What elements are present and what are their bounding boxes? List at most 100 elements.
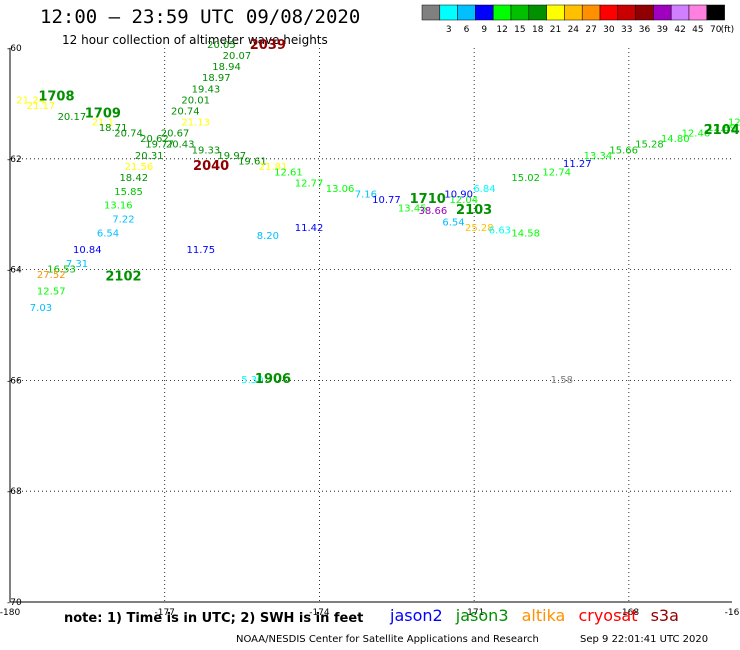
- x-tick-label: -174: [309, 608, 330, 618]
- data-point-label: 25.28: [465, 223, 494, 234]
- data-points: 21.2421.1720.1721.118.7120.7420.6220.431…: [16, 40, 740, 386]
- data-point-label: 13.45: [398, 203, 427, 214]
- legend-bin-label: 39: [657, 25, 669, 35]
- legend-swatch: [475, 4, 494, 21]
- data-point-label: 18.94: [212, 62, 241, 73]
- data-point-label: 10.90: [444, 190, 473, 201]
- legend-bin-label: 12: [496, 25, 507, 35]
- track-time-label: 1709: [85, 106, 121, 121]
- legend-bin-label: 21: [550, 25, 561, 35]
- data-point-label: 20.74: [114, 129, 143, 140]
- data-point-label: 38.66: [419, 206, 448, 217]
- data-point-label: 21.1: [92, 118, 114, 129]
- timestamp: Sep 9 22:01:41 UTC 2020: [580, 634, 709, 645]
- x-tick-label: -180: [0, 608, 20, 618]
- legend-swatch: [457, 4, 476, 21]
- data-point-label: 12.61: [274, 167, 303, 178]
- data-point-label: 27.52: [37, 270, 66, 281]
- legend-swatch: [546, 4, 565, 21]
- data-point-label: 19.61: [238, 156, 267, 167]
- data-point-label: 11.42: [295, 223, 324, 234]
- data-point-label: 21.17: [27, 101, 56, 112]
- legend-swatch: [653, 4, 672, 21]
- legend-swatch: [564, 4, 583, 21]
- track-time-label: 2039: [250, 38, 286, 53]
- data-point-label: 12.89: [707, 123, 736, 134]
- sat-cryosat: cryosat: [578, 606, 638, 625]
- data-point-label: 20.05: [207, 40, 236, 51]
- legend-swatch: [617, 4, 636, 21]
- legend-unit-label: (ft): [721, 25, 735, 35]
- x-tick-label: -16: [725, 608, 740, 618]
- data-point-label: 11.27: [563, 159, 592, 170]
- data-point-label: 18.71: [99, 123, 128, 134]
- data-point-label: 15.02: [511, 173, 540, 184]
- data-point-label: 20.17: [58, 112, 87, 123]
- credit-line: NOAA/NESDIS Center for Satellite Applica…: [236, 634, 539, 645]
- data-point-label: 15.66: [609, 145, 638, 156]
- legend-bin-label: 18: [532, 25, 544, 35]
- data-point-label: 7.03: [30, 303, 52, 314]
- track-time-label: 1708: [38, 90, 74, 105]
- data-point-label: 20.07: [223, 51, 252, 62]
- sat-s3a: s3a: [650, 606, 679, 625]
- color-scale-legend: 3 6 9 12 15 18 21 24 27 30 33 36 39 42 45 70 (ft): [421, 4, 735, 35]
- data-point-label: 20.62: [140, 134, 169, 145]
- x-tick-label: -168: [619, 608, 640, 618]
- data-point-label: 20.31: [135, 151, 164, 162]
- track-time-label: 2102: [105, 270, 141, 285]
- grid: [10, 48, 732, 602]
- legend-swatch: [528, 4, 547, 21]
- data-point-label: 6.54: [442, 217, 464, 228]
- data-point-label: 1.58: [551, 375, 573, 386]
- data-point-label: 19.77: [145, 140, 174, 151]
- track-labels: 1708 1709 2039 2040 1710 2103 2102 1906 2104: [38, 38, 739, 387]
- data-point-label: 18.42: [119, 173, 148, 184]
- data-point-label: 13.34: [584, 151, 613, 162]
- data-point-label: 12.46: [682, 129, 711, 140]
- data-point-label: 11.75: [186, 245, 215, 256]
- legend-bin-label: 45: [692, 25, 703, 35]
- track-time-label: 2103: [456, 203, 492, 218]
- legend-bin-label: 27: [585, 25, 596, 35]
- data-point-label: 7.31: [66, 259, 88, 270]
- data-point-label: 21.13: [181, 118, 210, 129]
- sat-jason2: jason2: [390, 606, 443, 625]
- data-point-label: 6.54: [97, 228, 119, 239]
- legend-bin-label: 36: [639, 25, 651, 35]
- legend-swatch: [492, 4, 512, 21]
- track-time-label: 2040: [193, 159, 229, 174]
- legend-bin-label: 3: [446, 25, 452, 35]
- data-point-label: 7.22: [112, 215, 134, 226]
- legend-swatch: [670, 4, 690, 21]
- data-point-label: 21.81: [259, 162, 288, 173]
- legend-swatch: [439, 4, 458, 21]
- data-point-label: 20.01: [181, 95, 210, 106]
- y-tick-label: -62: [7, 155, 22, 165]
- data-point-label: 12.57: [37, 287, 66, 298]
- y-tick-label: -66: [7, 376, 22, 386]
- data-point-label: 12.74: [542, 167, 571, 178]
- satellite-legend: jason2 jason3 altika cryosat s3a: [390, 606, 687, 625]
- data-point-label: 20.74: [171, 106, 200, 117]
- data-point-label: 12.04: [450, 195, 479, 206]
- data-point-label: 14.58: [511, 228, 540, 239]
- data-point-label: 10.84: [73, 245, 102, 256]
- data-point-label: 19.33: [192, 145, 221, 156]
- legend-swatch: [635, 4, 654, 21]
- track-time-label: 1906: [255, 372, 291, 387]
- track-time-label: 1710: [410, 192, 446, 207]
- legend-bin-label: 9: [481, 25, 487, 35]
- data-point-label: 15.85: [114, 187, 143, 198]
- legend-bin-label: 6: [464, 25, 470, 35]
- legend-swatch: [581, 4, 601, 21]
- y-tick-label: -70: [7, 598, 22, 608]
- legend-swatch: [510, 4, 530, 21]
- data-point-label: 19.43: [192, 84, 221, 95]
- data-point-label: 13.16: [104, 201, 133, 212]
- data-point-label: 5.30: [241, 375, 263, 386]
- chart-title: 12:00 – 23:59 UTC 09/08/2020: [40, 6, 361, 28]
- footer-note: note: 1) Time is in UTC; 2) SWH is in fe…: [64, 611, 364, 626]
- y-tick-label: -68: [7, 487, 22, 497]
- data-point-label: 16.53: [47, 264, 76, 275]
